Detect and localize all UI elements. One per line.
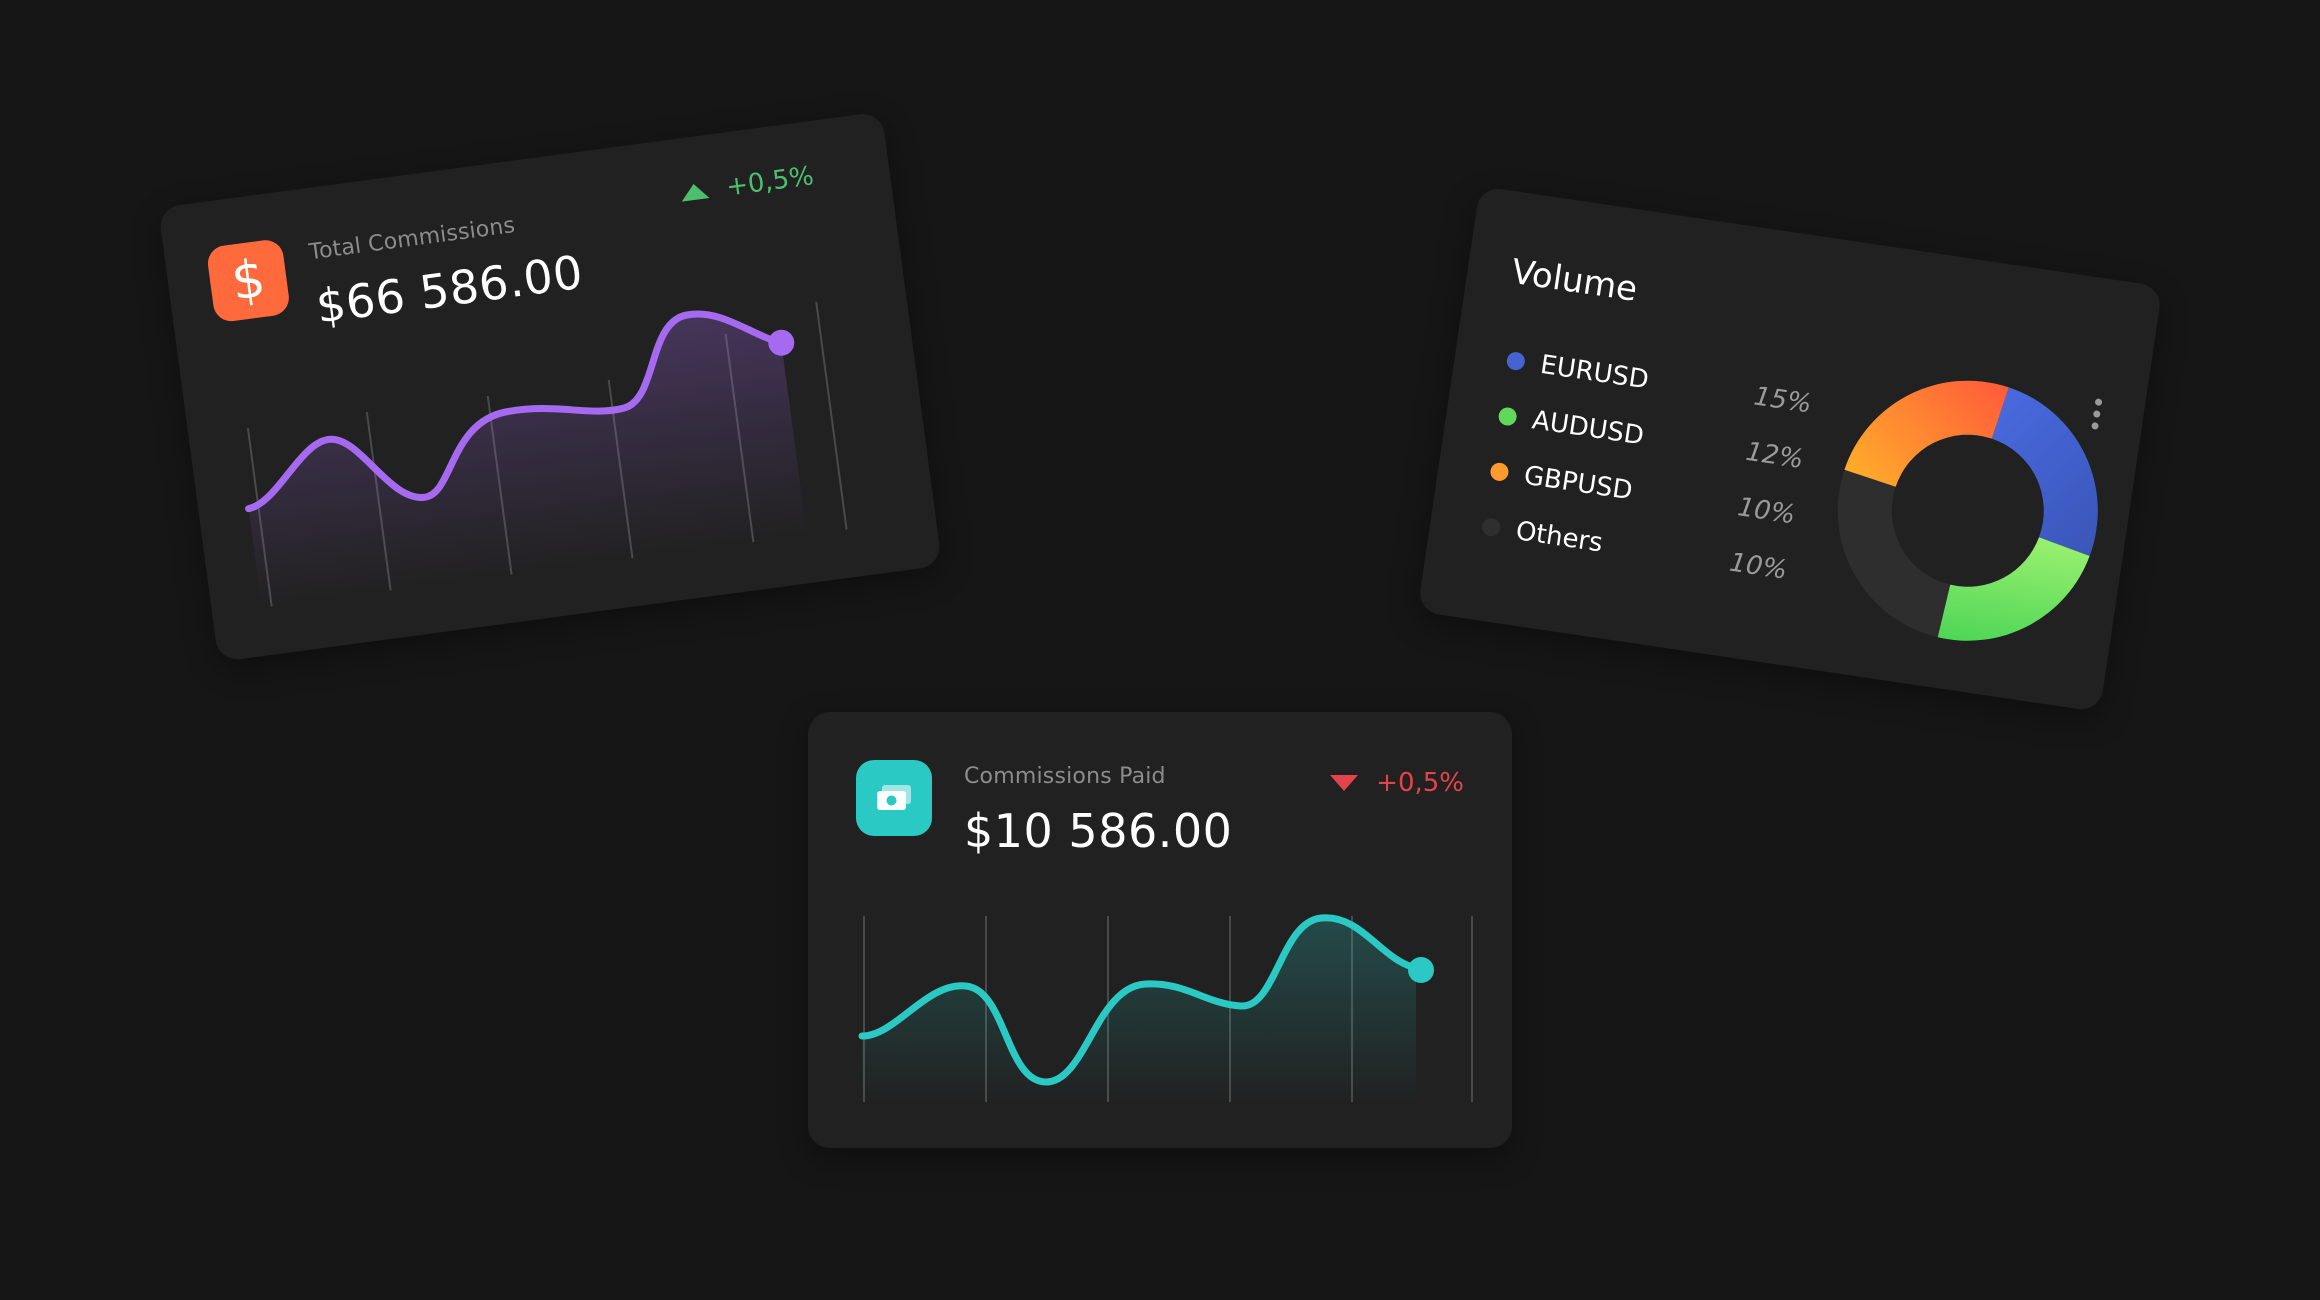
- legend-dot: [1481, 517, 1502, 538]
- trend-down-icon: [1330, 775, 1359, 791]
- total-commissions-trend: +0,5%: [679, 161, 816, 208]
- donut-segment-others: [1837, 469, 1951, 638]
- commissions-paid-amount: $10 586.00: [964, 804, 1233, 858]
- chart-endpoint: [768, 329, 795, 356]
- commissions-paid-change: +0,5%: [1376, 768, 1464, 798]
- legend-percent: 10%: [1727, 547, 1790, 586]
- total-commissions-card[interactable]: $ Total Commissions $66 586.00 +0,5%: [158, 111, 943, 662]
- chart-endpoint: [1408, 957, 1434, 983]
- donut-segment-eurusd: [1991, 387, 2098, 557]
- chart-area-fill: [862, 917, 1416, 1102]
- total-commissions-chart: [245, 301, 848, 608]
- commissions-paid-chart: [858, 914, 1473, 1102]
- commissions-paid-label: Commissions Paid: [964, 764, 1166, 789]
- legend-dot: [1489, 461, 1510, 483]
- trend-up-icon: [679, 182, 710, 202]
- legend-percent: 10%: [1735, 492, 1798, 531]
- donut-segment-gbpusd: [1844, 380, 2009, 487]
- chart-line: [858, 914, 1420, 1086]
- commissions-paid-card[interactable]: Commissions Paid $10 586.00 +0,5%: [808, 712, 1512, 1148]
- volume-title: Volume: [1508, 251, 1640, 310]
- legend-dot: [1497, 406, 1518, 427]
- dollar-icon: $: [205, 237, 292, 324]
- donut-segment-audusd: [1937, 537, 2090, 641]
- volume-donut-chart: [1837, 380, 2098, 641]
- commissions-paid-trend: +0,5%: [1330, 768, 1464, 798]
- legend-percent: 12%: [1743, 436, 1806, 475]
- legend-percent: 15%: [1752, 381, 1814, 420]
- total-commissions-change: +0,5%: [724, 161, 816, 203]
- volume-legend: EURUSD 15% AUDUSD 12% GBPUSD 10% Others …: [1478, 332, 1814, 597]
- chart-area-fill: [248, 313, 807, 608]
- legend-dot: [1505, 350, 1527, 372]
- chart-line: [245, 310, 785, 513]
- volume-card[interactable]: Volume EURUSD 15% AUDUSD 12% GBPUSD 10% …: [1417, 186, 2163, 713]
- money-icon: [856, 760, 932, 836]
